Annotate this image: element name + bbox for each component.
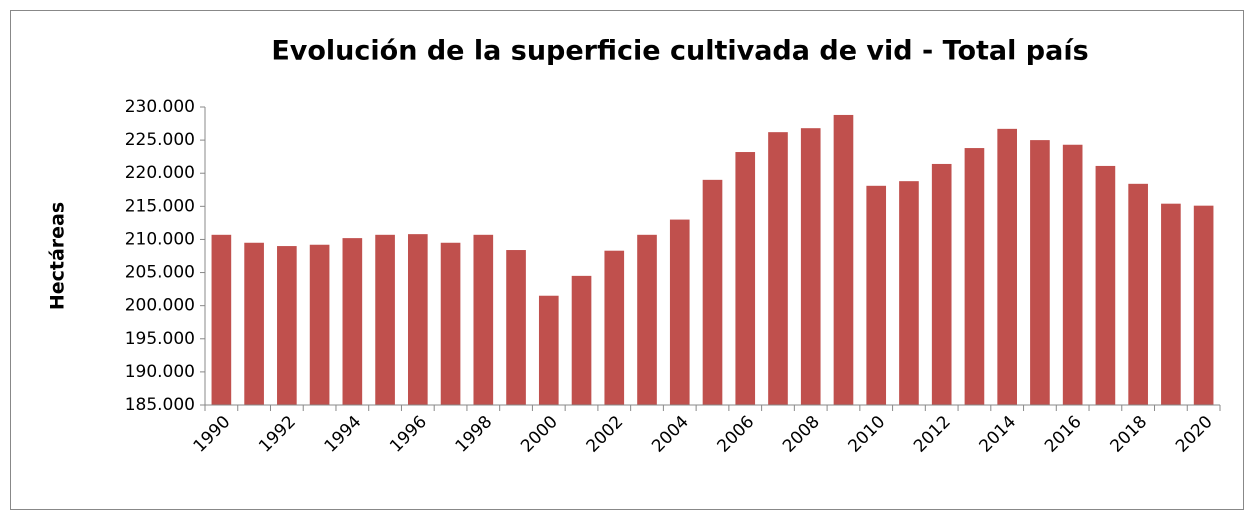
chart-title: Evolución de la superficie cultivada de … bbox=[271, 36, 1088, 67]
y-tick-label: 205.000 bbox=[125, 263, 195, 283]
bar bbox=[735, 152, 756, 405]
bar bbox=[342, 238, 363, 405]
bar bbox=[669, 219, 690, 405]
bar bbox=[538, 295, 559, 405]
bar bbox=[800, 128, 821, 406]
bar bbox=[408, 234, 428, 405]
bar bbox=[964, 148, 985, 405]
bar bbox=[637, 234, 657, 405]
y-axis-label: Hectáreas bbox=[47, 202, 69, 310]
y-tick-label: 215.000 bbox=[125, 196, 195, 216]
y-tick-label: 190.000 bbox=[125, 362, 195, 382]
y-tick-label: 220.000 bbox=[125, 163, 195, 183]
bar bbox=[571, 275, 592, 405]
bar bbox=[440, 242, 461, 405]
bar bbox=[931, 163, 952, 405]
bar bbox=[1062, 144, 1083, 405]
bar bbox=[1193, 205, 1214, 405]
bar bbox=[375, 234, 395, 405]
y-tick-label: 225.000 bbox=[125, 130, 195, 150]
bar bbox=[604, 250, 625, 405]
bar bbox=[309, 244, 330, 405]
bar bbox=[1030, 140, 1050, 405]
y-tick-label: 230.000 bbox=[125, 97, 195, 117]
bar bbox=[899, 181, 919, 405]
bar bbox=[277, 246, 297, 405]
bar bbox=[506, 250, 526, 405]
bar bbox=[1161, 203, 1181, 405]
bar bbox=[473, 234, 494, 405]
bar bbox=[244, 242, 264, 405]
bar bbox=[1128, 183, 1148, 405]
bar bbox=[1095, 165, 1116, 405]
y-tick-label: 210.000 bbox=[125, 229, 195, 249]
y-tick-label: 195.000 bbox=[125, 329, 195, 349]
bar bbox=[211, 234, 232, 405]
bar bbox=[833, 114, 854, 406]
bar bbox=[702, 179, 723, 405]
y-tick-label: 185.000 bbox=[125, 395, 195, 415]
bar bbox=[866, 185, 887, 405]
y-tick-label: 200.000 bbox=[125, 296, 195, 316]
bar bbox=[768, 132, 788, 406]
bar bbox=[997, 128, 1017, 405]
